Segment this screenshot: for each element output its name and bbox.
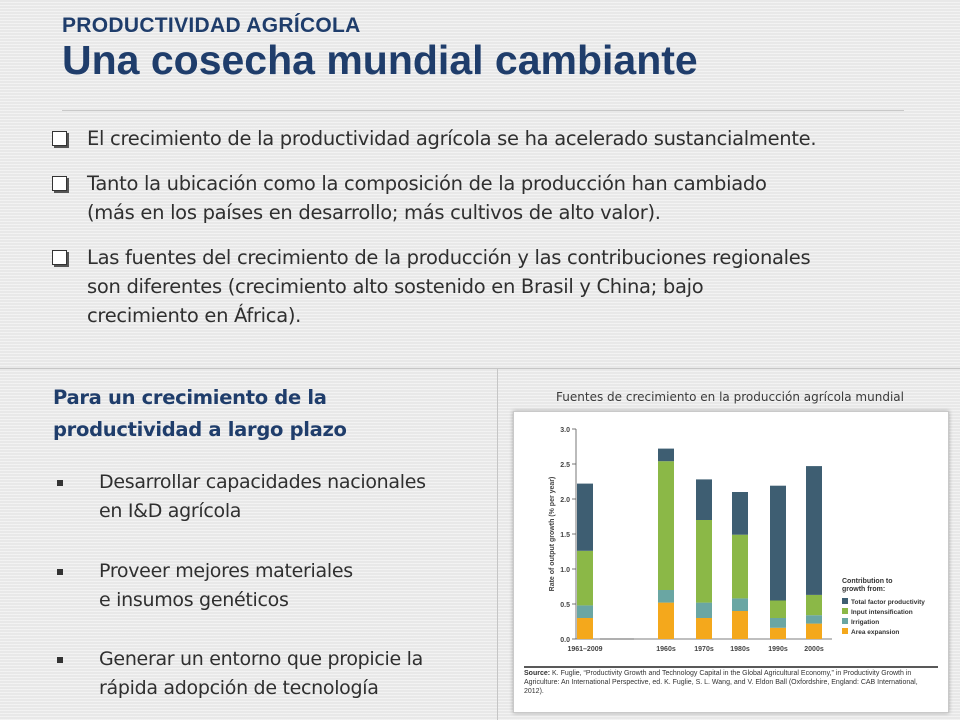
bar-segment: [658, 590, 674, 603]
legend-swatch: [842, 598, 848, 604]
bar-segment: [806, 623, 822, 639]
legend-swatch: [842, 628, 848, 634]
sub-bullet-line: Desarrollar capacidades nacionales: [99, 471, 426, 493]
bullet-text: Las fuentes del crecimiento de la produc…: [87, 246, 811, 269]
bullet-text: son diferentes (crecimiento alto sosteni…: [87, 275, 704, 298]
bar-segment: [770, 600, 786, 618]
legend-label: Area expansion: [851, 629, 899, 636]
bar-segment: [770, 627, 786, 639]
vertical-divider: [497, 368, 498, 720]
sub-bullet-line: e insumos genéticos: [99, 589, 289, 611]
sub-bullet-text: Proveer mejores materiales e insumos gen…: [99, 557, 493, 615]
bar-segment: [806, 466, 822, 595]
bar-segment: [577, 550, 593, 606]
bar-segment: [806, 594, 822, 616]
bullet-item: Tanto la ubicación como la composición d…: [50, 169, 930, 227]
bar-segment: [732, 611, 748, 639]
main-bullet-list: El crecimiento de la productividad agríc…: [50, 124, 930, 346]
slide-kicker: PRODUCTIVIDAD AGRÍCOLA: [62, 14, 361, 37]
bullet-text: El crecimiento de la productividad agríc…: [87, 127, 817, 150]
bar-segment: [696, 618, 712, 639]
sub-bullet-item: Generar un entorno que propicie la rápid…: [53, 645, 493, 703]
y-axis-label: Rate of output growth (% per year): [549, 477, 556, 592]
y-tick-label: 1.0: [560, 567, 570, 574]
sub-bullet-line: Proveer mejores materiales: [99, 560, 353, 582]
y-tick-label: 1.5: [560, 532, 570, 539]
x-tick-label: 1980s: [730, 646, 750, 653]
legend-label: Input intensification: [851, 609, 913, 616]
checkbox-bullet-icon: [52, 176, 67, 191]
chart-source-note: Source: K. Fuglie, “Productivity Growth …: [524, 670, 918, 695]
heading-line: Para un crecimiento de la: [53, 386, 327, 409]
bullet-text: (más en los países en desarrollo; más cu…: [87, 201, 661, 224]
bullet-text: crecimiento en África).: [87, 304, 302, 327]
x-tick-label: 1961–2009: [567, 646, 602, 653]
sub-bullet-text: Generar un entorno que propicie la rápid…: [99, 645, 493, 703]
source-text: K. Fuglie, “Productivity Growth and Tech…: [524, 670, 918, 695]
square-bullet-icon: [57, 657, 63, 663]
y-tick-label: 2.0: [560, 497, 570, 504]
bar-segment: [658, 602, 674, 639]
y-tick-label: 0.5: [560, 602, 570, 609]
checkbox-bullet-icon: [52, 131, 67, 146]
bar-segment: [658, 448, 674, 462]
legend-title: growth from:: [842, 586, 885, 593]
bar-segment: [806, 615, 822, 624]
bar-segment: [696, 520, 712, 603]
legend-label: Irrigation: [851, 619, 879, 626]
square-bullet-icon: [57, 480, 63, 486]
x-tick-label: 1960s: [656, 646, 676, 653]
title-divider: [62, 110, 904, 111]
sub-bullet-line: en I&D agrícola: [99, 500, 242, 522]
sub-bullet-text: Desarrollar capacidades nacionales en I&…: [99, 468, 493, 526]
legend-swatch: [842, 608, 848, 614]
horizontal-divider: [0, 368, 960, 369]
bullet-item: El crecimiento de la productividad agríc…: [50, 124, 930, 153]
slide-title: Una cosecha mundial cambiante: [62, 37, 698, 83]
slide-header: PRODUCTIVIDAD AGRÍCOLA Una cosecha mundi…: [62, 14, 698, 84]
bar-segment: [770, 485, 786, 601]
chart-frame: 0.0 0.5 1.0 1.5 2.0 2.5 3.0 Rate of output grow…: [513, 411, 949, 713]
checkbox-bullet-icon: [52, 250, 67, 265]
sub-bullet-item: Desarrollar capacidades nacionales en I&…: [53, 468, 493, 526]
chart-caption: Fuentes de crecimiento en la producción …: [556, 390, 904, 404]
y-tick-label: 3.0: [560, 427, 570, 434]
bar-segment: [577, 618, 593, 639]
x-tick-label: 1990s: [768, 646, 788, 653]
bar-segment: [770, 618, 786, 628]
stacked-bar-chart: 0.0 0.5 1.0 1.5 2.0 2.5 3.0 Rate of output grow…: [524, 427, 938, 695]
source-label: Source:: [524, 670, 553, 677]
bar-segment: [577, 605, 593, 618]
bar-segment: [658, 461, 674, 590]
bar-segment: [696, 602, 712, 618]
bar-segment: [732, 534, 748, 599]
heading-line: productividad a largo plazo: [53, 418, 347, 441]
bar-segment: [696, 479, 712, 520]
sub-bullet-line: Generar un entorno que propicie la: [99, 648, 423, 670]
bar-segment: [732, 492, 748, 535]
legend-label: Total factor productivity: [851, 599, 925, 606]
sub-bullet-item: Proveer mejores materiales e insumos gen…: [53, 557, 493, 615]
bullet-text: Tanto la ubicación como la composición d…: [87, 172, 767, 195]
bar-segment: [732, 598, 748, 611]
x-tick-label: 2000s: [804, 646, 824, 653]
legend-title: Contribution to: [842, 578, 893, 585]
bullet-item: Las fuentes del crecimiento de la produc…: [50, 243, 930, 330]
square-bullet-icon: [57, 569, 63, 575]
y-tick-label: 2.5: [560, 462, 570, 469]
x-tick-label: 1970s: [694, 646, 714, 653]
y-tick-label: 0.0: [560, 637, 570, 644]
sub-bullet-line: rápida adopción de tecnología: [99, 677, 379, 699]
legend-swatch: [842, 618, 848, 624]
bar-segment: [577, 483, 593, 551]
left-section-heading: Para un crecimiento de la productividad …: [53, 382, 473, 446]
